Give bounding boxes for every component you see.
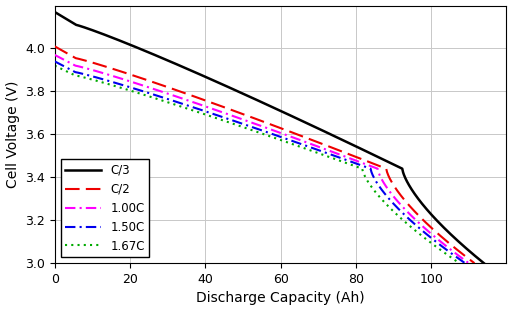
1.67C [215,117,221,121]
1.50C [94,76,100,79]
1.00C [375,167,381,170]
Legend: C/3, C/2, 1.00C, 1.50C, 1.67C: C/3, C/2, 1.00C, 1.50C, 1.67C [60,159,150,257]
X-axis label: Discharge Capacity (Ah): Discharge Capacity (Ah) [196,291,365,305]
1.67C [456,261,462,265]
1.67C [367,183,373,187]
1.00C [466,261,472,265]
1.50C [379,188,385,192]
C/3 [52,10,58,14]
1.00C [382,183,388,187]
1.00C [234,116,240,119]
C/2 [472,261,478,265]
1.00C [219,110,225,114]
1.67C [52,64,58,67]
C/3 [95,30,101,34]
Line: 1.50C: 1.50C [55,61,465,263]
C/2 [379,165,385,169]
C/2 [237,111,243,115]
Y-axis label: Cell Voltage (V): Cell Voltage (V) [6,81,19,188]
C/2 [340,150,346,154]
1.50C [232,119,239,123]
1.00C [52,53,58,57]
1.50C [52,59,58,63]
C/2 [387,176,393,180]
1.50C [372,177,378,181]
1.67C [374,193,380,197]
C/3 [241,92,247,96]
C/2 [221,105,227,109]
1.50C [218,114,224,118]
C/3 [386,160,392,164]
C/2 [52,44,58,48]
C/3 [346,142,352,145]
C/3 [225,85,231,89]
1.00C [336,152,342,156]
1.00C [94,69,100,73]
1.50C [462,261,468,265]
C/2 [95,62,101,66]
1.67C [330,156,336,160]
Line: 1.00C: 1.00C [55,55,469,263]
1.50C [333,155,339,158]
C/3 [481,261,487,265]
1.67C [93,79,99,82]
1.67C [230,122,236,126]
Line: 1.67C: 1.67C [55,66,459,263]
C/3 [394,164,400,168]
Line: C/3: C/3 [55,12,484,263]
Line: C/2: C/2 [55,46,475,263]
